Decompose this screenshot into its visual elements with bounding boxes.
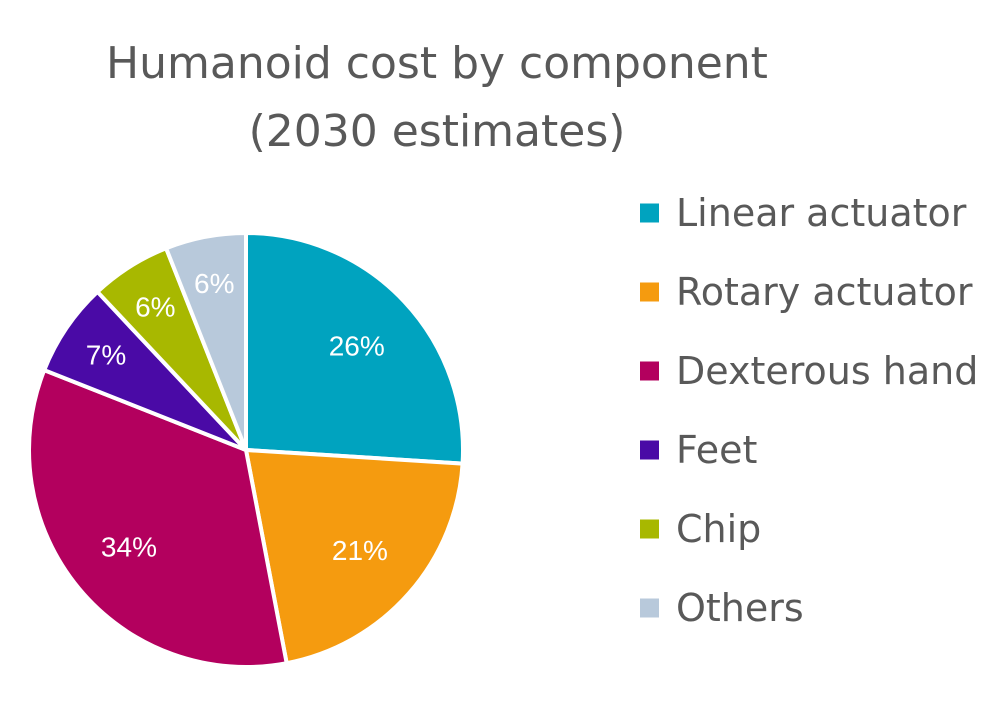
legend-swatch-rotary-actuator — [640, 282, 659, 302]
pie-slice-others — [164, 231, 248, 452]
legend-item-feet: Feet — [640, 428, 757, 472]
pie-slice-dexterous-hand — [27, 368, 289, 669]
legend-item-dexterous-hand: Dexterous hand — [640, 349, 978, 393]
legend-label-linear-actuator: Linear actuator — [676, 191, 967, 235]
legend-swatch-others — [640, 598, 659, 618]
legend-swatch-chip — [640, 519, 659, 539]
slice-label-others: 6% — [194, 268, 234, 299]
slice-label-feet: 7% — [86, 339, 126, 370]
legend-item-others: Others — [640, 586, 804, 630]
legend-label-chip: Chip — [676, 507, 761, 551]
slice-label-rotary-actuator: 21% — [332, 535, 388, 566]
chart-title-line-2: (2030 estimates) — [249, 106, 626, 157]
pie-slice-rotary-actuator — [244, 448, 465, 666]
legend-swatch-feet — [640, 440, 659, 460]
chart-title: Humanoid cost by component (2030 estimat… — [106, 38, 768, 157]
slice-label-linear-actuator: 26% — [329, 331, 385, 362]
legend-swatch-linear-actuator — [640, 203, 659, 223]
pie-slice-linear-actuator — [244, 231, 465, 466]
legend-item-chip: Chip — [640, 507, 761, 551]
legend-item-rotary-actuator: Rotary actuator — [640, 270, 973, 314]
chart-title-line-1: Humanoid cost by component — [106, 38, 768, 89]
legend: Linear actuator Rotary actuator Dexterous … — [640, 191, 978, 630]
legend-label-rotary-actuator: Rotary actuator — [676, 270, 973, 314]
legend-item-linear-actuator: Linear actuator — [640, 191, 967, 235]
slice-label-dexterous-hand: 34% — [101, 531, 157, 562]
legend-label-dexterous-hand: Dexterous hand — [676, 349, 978, 393]
slice-label-chip: 6% — [135, 292, 175, 323]
legend-label-feet: Feet — [676, 428, 757, 472]
legend-swatch-dexterous-hand — [640, 361, 659, 381]
legend-label-others: Others — [676, 586, 804, 630]
pie-slices — [27, 231, 465, 669]
pie-labels: 26% 21% 34% 7% 6% 6% — [86, 268, 388, 566]
